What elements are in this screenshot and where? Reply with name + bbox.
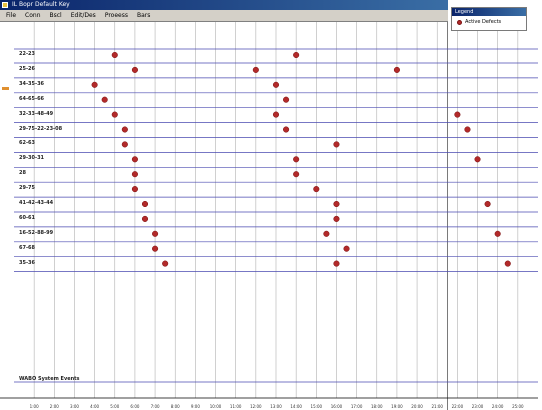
- menu-edit[interactable]: Edit/Des: [70, 12, 96, 19]
- menu-bscl[interactable]: Bscl: [49, 12, 62, 19]
- tick-label: 16:00: [330, 404, 343, 409]
- tick-label: 19:00: [391, 404, 403, 409]
- row-label: 29-30-31: [19, 155, 45, 162]
- tick-label: 23:00: [471, 404, 484, 409]
- event-marker: [152, 230, 159, 237]
- timeline-plot: WABO System Events 22-23 25-26 34-35-36 64-…: [0, 22, 540, 410]
- event-marker: [464, 126, 471, 133]
- event-marker: [293, 171, 300, 178]
- row-label: 67-68: [19, 244, 35, 251]
- event-marker: [131, 156, 138, 163]
- row-label: 22-23: [19, 51, 35, 57]
- event-marker: [393, 66, 400, 73]
- row-label: 41-42-43-44: [19, 200, 54, 206]
- event-marker: [494, 230, 501, 237]
- tick-label: 25:00: [512, 404, 524, 409]
- start-marker: [2, 87, 9, 90]
- tick-label: 17:00: [350, 404, 363, 409]
- tick-label: 8:00: [170, 404, 180, 409]
- tick-label: 11:00: [229, 404, 242, 409]
- event-marker: [111, 51, 118, 59]
- event-marker: [343, 245, 350, 252]
- window-title: IL Bopr Default Key: [12, 1, 70, 8]
- tick-label: 21:00: [431, 404, 443, 409]
- legend-marker-icon: [457, 19, 462, 25]
- event-marker: [152, 245, 159, 252]
- menu-process[interactable]: Proeess: [104, 12, 128, 19]
- tick-label: 5:00: [110, 404, 120, 409]
- event-marker: [272, 81, 280, 88]
- event-marker: [131, 66, 138, 73]
- event-marker: [131, 171, 138, 178]
- row-label: 60-61: [19, 214, 35, 221]
- tick-label: 2:00: [49, 404, 59, 409]
- legend-entry: Active Defects: [452, 16, 526, 25]
- row-label: 29-75-22-23-08: [19, 125, 63, 132]
- event-marker: [293, 156, 300, 163]
- tick-label: 14:00: [290, 404, 302, 409]
- legend-window[interactable]: Legend Active Defects: [451, 7, 527, 31]
- row-label: 25-26: [19, 65, 35, 72]
- event-marker: [474, 156, 481, 163]
- row-label: 29-75: [19, 185, 35, 192]
- system-events-label: WABO System Events: [19, 376, 80, 382]
- event-marker: [333, 215, 340, 222]
- event-marker: [141, 215, 149, 222]
- row-label: 35-36: [19, 259, 35, 266]
- event-marker: [121, 141, 128, 148]
- tick-label: 13:00: [270, 404, 282, 409]
- event-marker: [111, 111, 118, 118]
- event-marker: [504, 260, 511, 267]
- row-label: 16-52-88-99: [19, 229, 54, 236]
- legend-entry-label: Active Defects: [465, 19, 502, 25]
- tick-label: 15:00: [310, 404, 323, 409]
- event-marker: [101, 96, 108, 103]
- tick-label: 4:00: [90, 404, 100, 409]
- legend-title: Legend: [452, 8, 526, 16]
- event-marker: [333, 200, 340, 208]
- event-marker: [313, 186, 320, 193]
- event-marker: [283, 126, 290, 133]
- event-marker: [454, 111, 461, 118]
- tick-label: 18:00: [371, 404, 383, 409]
- tick-label: 10:00: [209, 404, 222, 409]
- menu-file[interactable]: File: [6, 12, 17, 19]
- row-label: 34-35-36: [19, 80, 45, 87]
- menu-bar: File Conn Bscl Edit/Des Proeess Bars: [0, 10, 448, 22]
- tick-label: 24:00: [491, 404, 504, 409]
- row-label: 64-65-66: [19, 95, 45, 102]
- tick-label: 3:00: [69, 404, 79, 409]
- timeline-canvas: [0, 22, 538, 399]
- tick-label: 9:00: [190, 404, 200, 409]
- event-marker: [252, 66, 259, 73]
- event-marker: [121, 126, 128, 133]
- row-label: 62-63: [19, 140, 35, 147]
- event-marker: [283, 96, 290, 103]
- event-marker: [323, 230, 330, 237]
- title-bar[interactable]: IL Bopr Default Key: [0, 0, 448, 10]
- event-marker: [293, 51, 300, 59]
- tick-label: 22:00: [451, 404, 464, 409]
- menu-conn[interactable]: Conn: [25, 12, 41, 19]
- row-label: 28: [19, 170, 26, 177]
- event-marker: [333, 141, 340, 148]
- event-marker: [162, 260, 169, 267]
- row-label: 32-33-48-49: [19, 110, 54, 117]
- tick-label: 1:00: [29, 404, 39, 409]
- event-marker: [484, 200, 491, 208]
- event-marker: [91, 81, 98, 88]
- event-marker: [272, 111, 280, 118]
- tick-label: 7:00: [150, 404, 160, 409]
- tick-label: 6:00: [130, 404, 140, 409]
- event-marker: [333, 260, 340, 267]
- tick-label: 12:00: [250, 404, 262, 409]
- event-marker: [141, 200, 149, 208]
- app-icon: [2, 2, 8, 8]
- menu-bars[interactable]: Bars: [136, 12, 151, 19]
- tick-label: 20:00: [411, 404, 423, 409]
- event-marker: [131, 186, 138, 193]
